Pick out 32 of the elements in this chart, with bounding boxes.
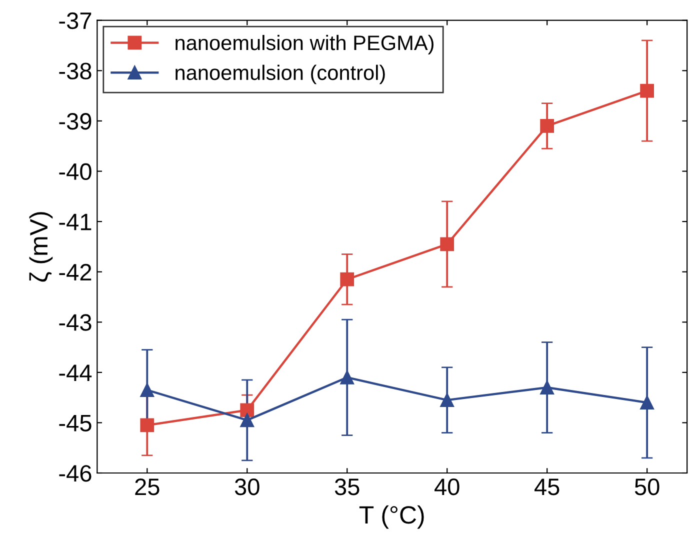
legend-label: nanoemulsion (control) — [176, 64, 385, 84]
y-tick-label: -41 — [59, 214, 92, 230]
y-tick-label: -39 — [59, 113, 92, 130]
point — [540, 380, 554, 394]
point — [340, 272, 354, 286]
y-tick-label: -43 — [59, 314, 92, 331]
point — [340, 370, 354, 384]
legend-label: nanoemulsion with PEGMA) — [176, 34, 434, 54]
y-tick-label: -42 — [59, 264, 92, 280]
point — [240, 413, 254, 428]
y-tick-label: -46 — [59, 465, 92, 482]
y-tick-label: -44 — [59, 364, 92, 381]
y-tick-label: -40 — [59, 163, 92, 180]
y-tick-label: -38 — [59, 62, 92, 80]
point — [640, 396, 654, 410]
y-tick-label: -45 — [59, 415, 92, 432]
x-tick-label: 50 — [634, 478, 660, 496]
y-tick-label: -37 — [59, 12, 92, 30]
point — [140, 418, 154, 432]
y-axis-title: ζ (mV) — [29, 212, 53, 282]
x-tick-label: 30 — [234, 478, 260, 496]
point — [240, 403, 254, 418]
point — [440, 393, 454, 408]
x-tick-label: 45 — [534, 478, 560, 496]
x-axis-title: T (°C) — [359, 505, 424, 529]
x-tick-label: 35 — [334, 478, 360, 496]
point — [640, 84, 654, 98]
x-tick-label: 25 — [135, 478, 160, 496]
point — [140, 383, 154, 397]
x-tick-label: 40 — [434, 478, 460, 496]
point — [440, 237, 454, 252]
point — [540, 119, 554, 133]
